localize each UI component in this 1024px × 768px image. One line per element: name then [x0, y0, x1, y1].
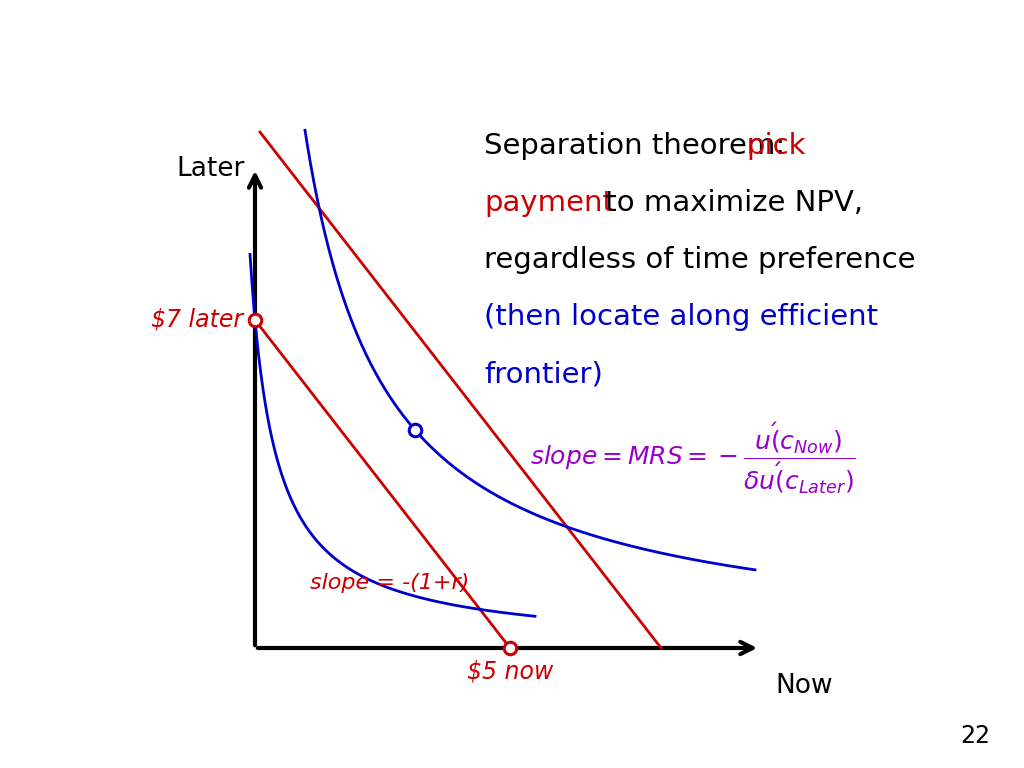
- Text: frontier): frontier): [484, 360, 603, 388]
- Text: Now: Now: [775, 673, 833, 699]
- Text: 22: 22: [961, 724, 990, 748]
- Text: to maximize NPV,: to maximize NPV,: [596, 189, 863, 217]
- Text: Later: Later: [176, 156, 245, 182]
- Text: $7 later: $7 later: [151, 308, 243, 332]
- Text: Separation theorem:: Separation theorem:: [484, 132, 795, 160]
- Text: payment: payment: [484, 189, 614, 217]
- Text: pick: pick: [746, 132, 806, 160]
- Text: slope = -(1+r): slope = -(1+r): [310, 573, 469, 593]
- Text: $\mathit{slope} = \mathit{MRS} = -\dfrac{u\'(c_{Now})}{\delta u\'(c_{Later})}$: $\mathit{slope} = \mathit{MRS} = -\dfrac…: [530, 420, 856, 495]
- Text: regardless of time preference: regardless of time preference: [484, 246, 915, 274]
- Text: (then locate along efficient: (then locate along efficient: [484, 303, 879, 331]
- Text: $5 now: $5 now: [467, 660, 553, 684]
